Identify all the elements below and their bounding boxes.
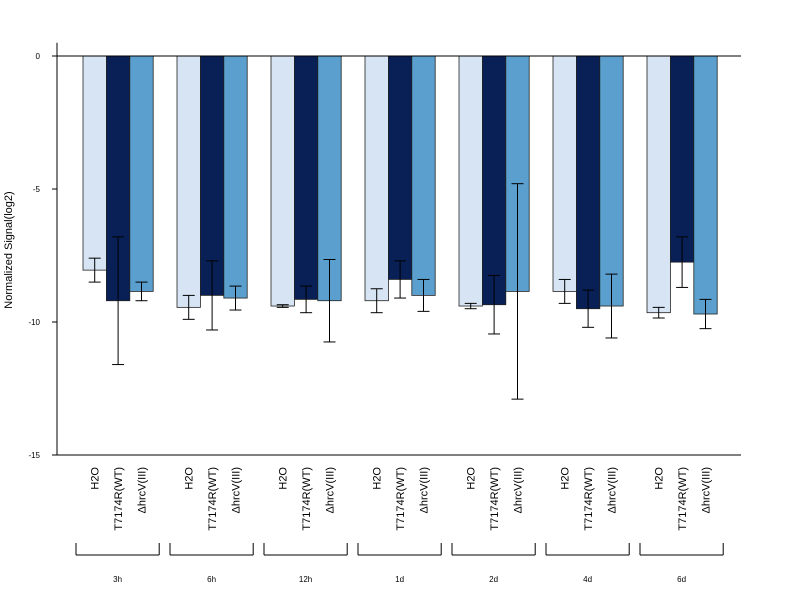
x-tick-label: T7174R(WT) (301, 467, 313, 531)
error-bar (488, 274, 501, 335)
bar (293, 55, 319, 300)
group-bracket (357, 543, 442, 556)
bar (387, 55, 413, 280)
x-tick-label: ΔhrcV(III) (137, 467, 149, 513)
error-bar (582, 289, 595, 328)
x-tick-labels: H2O T7174R(WT) ΔhrcV(III) H2O T7174R(WT) Δhrc… (90, 467, 713, 531)
group-bracket (545, 543, 630, 556)
x-tick-label: T7174R(WT) (489, 467, 501, 531)
group-label: 3h (113, 575, 122, 584)
x-tick-label: H2O (184, 467, 196, 490)
x-tick-label: H2O (372, 467, 384, 490)
bar (199, 55, 225, 296)
error-bar (605, 273, 618, 339)
error-bar (229, 285, 242, 311)
bar (411, 55, 436, 296)
group-bracket (451, 543, 536, 556)
x-tick-label: ΔhrcV(III) (513, 467, 525, 513)
bar (129, 55, 154, 292)
error-bar (558, 278, 571, 304)
group-label: 1d (395, 575, 404, 584)
group-brackets: 3h 6h 12h 1d 2d 4d 6d (75, 543, 724, 584)
x-tick-label: H2O (278, 467, 290, 490)
bar (693, 55, 718, 315)
x-tick-label: T7174R(WT) (583, 467, 595, 531)
error-bar (182, 294, 195, 320)
error-bar (652, 306, 665, 319)
group-bracket (639, 543, 724, 556)
group-label: 4d (583, 575, 592, 584)
bar (599, 55, 624, 307)
group-label: 2d (489, 575, 498, 584)
bar (481, 55, 507, 306)
x-tick-label: T7174R(WT) (677, 467, 689, 531)
error-bar (276, 304, 289, 308)
y-axis: 0 -5 -10 -15 (28, 42, 741, 460)
x-tick-label: ΔhrcV(III) (701, 467, 713, 513)
x-tick-label: T7174R(WT) (207, 467, 219, 531)
x-tick-label: H2O (466, 467, 478, 490)
y-tick-label: -5 (33, 185, 41, 194)
group-label: 12h (299, 575, 312, 584)
bar (82, 55, 107, 271)
y-tick-label: 0 (36, 52, 41, 61)
bar (458, 55, 483, 307)
y-tick-label: -10 (28, 318, 40, 327)
x-tick-label: H2O (560, 467, 572, 490)
group-bracket (263, 543, 348, 556)
error-bar (417, 278, 430, 312)
x-tick-label: ΔhrcV(III) (231, 467, 243, 513)
error-bar (464, 302, 477, 310)
error-bar (323, 258, 336, 343)
bar (646, 55, 671, 314)
group-bracket (169, 543, 254, 556)
x-tick-label: T7174R(WT) (113, 467, 125, 531)
error-bar (88, 257, 101, 283)
error-bar (206, 260, 219, 331)
x-tick-label: ΔhrcV(III) (607, 467, 619, 513)
group-label: 6d (677, 575, 686, 584)
group-label: 6h (207, 575, 216, 584)
bar (670, 55, 695, 263)
x-tick-label: T7174R(WT) (395, 467, 407, 531)
bar (176, 55, 201, 308)
x-tick-label: H2O (654, 467, 666, 490)
x-tick-label: ΔhrcV(III) (325, 467, 337, 513)
error-bar (135, 281, 148, 302)
group-bracket (75, 543, 160, 556)
error-bar (511, 183, 524, 400)
error-bar (699, 298, 712, 330)
bar (364, 55, 389, 302)
error-bar (370, 288, 383, 314)
y-axis-label: Normalized Signal(log2) (3, 191, 15, 308)
error-bar (112, 236, 125, 366)
x-tick-label: ΔhrcV(III) (419, 467, 431, 513)
bars (57, 55, 741, 400)
bar (223, 55, 248, 299)
bar (270, 55, 295, 307)
error-bar (300, 285, 313, 314)
error-bar (676, 236, 689, 288)
y-tick-label: -15 (28, 451, 40, 460)
x-tick-label: H2O (90, 467, 102, 490)
bar (576, 55, 601, 310)
error-bar (394, 260, 407, 299)
bar (552, 55, 577, 292)
